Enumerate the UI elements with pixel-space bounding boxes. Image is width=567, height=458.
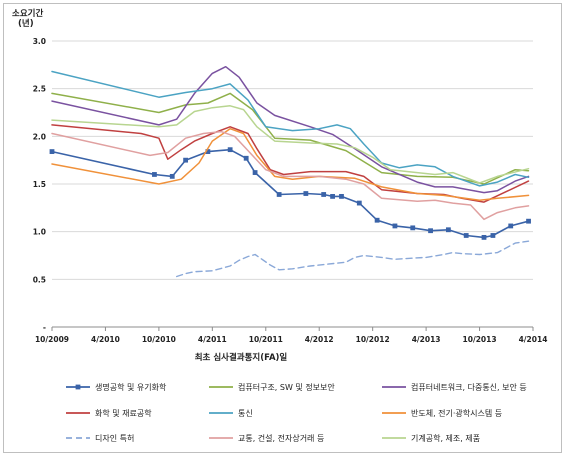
series-line bbox=[51, 92, 530, 185]
data-point bbox=[252, 170, 258, 175]
legend-label: 컴퓨터네트워크, 다중통신, 보안 등 bbox=[411, 382, 527, 392]
data-point bbox=[321, 192, 327, 197]
x-tick-label: 10/2012 bbox=[356, 335, 390, 344]
legend-label: 교통, 건설, 전자상거래 등 bbox=[238, 433, 324, 443]
legend-item: 교통, 건설, 전자상거래 등 bbox=[209, 433, 324, 443]
y-axis-title: 소요기간(년) bbox=[12, 8, 43, 29]
legend-label: 통신 bbox=[238, 409, 253, 418]
legend-label: 생명공학 및 유기화학 bbox=[95, 382, 167, 392]
y-tick-label: 0.5 bbox=[33, 275, 46, 284]
series-2 bbox=[51, 92, 530, 185]
legend-item: 화학 및 재료공학 bbox=[66, 408, 152, 418]
y-tick-label: 1.0 bbox=[33, 228, 46, 237]
series-line bbox=[51, 148, 530, 239]
legend: 생명공학 및 유기화학 컴퓨터구조, SW 및 정보보안 컴퓨터네트워크, 다중통신… bbox=[66, 382, 527, 443]
x-tick-label: 10/2011 bbox=[249, 335, 283, 344]
y-axis-title-line: 소요기간 bbox=[12, 8, 43, 19]
data-point bbox=[205, 149, 211, 154]
data-point bbox=[356, 200, 362, 206]
x-tick-label: 10/2013 bbox=[463, 335, 497, 344]
data-point bbox=[339, 193, 344, 199]
legend-item: 생명공학 및 유기화학 bbox=[66, 382, 167, 392]
axes bbox=[51, 326, 534, 331]
legend-label: 컴퓨터구조, SW 및 정보보안 bbox=[238, 382, 335, 392]
series-line bbox=[51, 105, 530, 184]
data-point bbox=[481, 234, 487, 240]
series-5 bbox=[51, 70, 530, 187]
data-point bbox=[374, 217, 380, 223]
data-point bbox=[276, 192, 282, 197]
y-tick-label: 2.0 bbox=[33, 132, 46, 141]
legend-item: 기계공학, 제조, 제품 bbox=[382, 433, 480, 443]
chart-frame: 소요기간 (년) 3.0 2.5 2.0 1.5 1.0 0.5 - 10/2009 4/201… bbox=[3, 3, 562, 453]
x-tick-labels: 10/2009 4/2010 10/2010 4/2011 10/2011 4/2012 1… bbox=[35, 335, 547, 344]
series-9 bbox=[51, 105, 530, 184]
data-point bbox=[445, 227, 451, 233]
x-tick-label: 4/2013 bbox=[412, 335, 441, 344]
data-point bbox=[303, 191, 309, 196]
legend-label: 기계공학, 제조, 제품 bbox=[411, 433, 480, 443]
legend-label: 디자인 특허 bbox=[95, 433, 134, 443]
data-point bbox=[183, 157, 189, 163]
data-point bbox=[152, 172, 157, 177]
x-axis-title: 최초 심사결과통지(FA)일 bbox=[195, 352, 288, 363]
line-chart: 소요기간(년) 3.0 2.5 2.0 1.5 1.0 0.5 - 10/2009 4/201… bbox=[12, 8, 547, 443]
y-tick-labels: 3.0 2.5 2.0 1.5 1.0 0.5 - bbox=[33, 37, 46, 332]
data-point bbox=[392, 223, 398, 229]
legend-item: 컴퓨터구조, SW 및 정보보안 bbox=[209, 382, 335, 392]
x-tick-label: 4/2011 bbox=[198, 335, 227, 344]
data-point bbox=[330, 193, 335, 199]
series-line bbox=[51, 130, 530, 221]
series-line bbox=[51, 70, 530, 187]
x-tick-label: 4/2010 bbox=[91, 335, 120, 344]
legend-item: 디자인 특허 bbox=[66, 433, 134, 443]
y-tick-label: 1.5 bbox=[33, 180, 46, 189]
data-point bbox=[227, 147, 233, 153]
series-1 bbox=[49, 147, 531, 240]
x-tick-label: 10/2010 bbox=[142, 335, 176, 344]
y-axis-title-line: (년) bbox=[18, 18, 34, 29]
data-point bbox=[490, 233, 496, 238]
series-line bbox=[176, 240, 530, 278]
series-lines bbox=[49, 65, 531, 278]
series-7 bbox=[176, 240, 530, 278]
data-point bbox=[410, 225, 416, 231]
legend-item: 반도체, 전기·광학시스템 등 bbox=[382, 408, 502, 418]
data-point bbox=[508, 223, 514, 229]
series-6 bbox=[51, 127, 530, 201]
gridlines bbox=[52, 40, 533, 280]
x-tick-label: 4/2012 bbox=[305, 335, 334, 344]
y-tick-label: 3.0 bbox=[33, 37, 46, 46]
data-point bbox=[49, 149, 55, 154]
series-8 bbox=[51, 130, 530, 221]
legend-label: 화학 및 재료공학 bbox=[95, 408, 152, 418]
legend-label: 반도체, 전기·광학시스템 등 bbox=[411, 408, 502, 418]
data-point bbox=[526, 218, 531, 224]
data-point bbox=[169, 173, 175, 179]
data-point bbox=[243, 155, 249, 161]
legend-item: 통신 bbox=[209, 409, 253, 418]
series-line bbox=[51, 127, 530, 201]
legend-marker bbox=[75, 384, 81, 390]
y-tick-label: - bbox=[43, 323, 46, 332]
x-tick-label: 4/2014 bbox=[519, 335, 548, 344]
data-point bbox=[428, 228, 433, 234]
legend-item: 컴퓨터네트워크, 다중통신, 보안 등 bbox=[382, 382, 527, 392]
x-tick-label: 10/2009 bbox=[35, 335, 69, 344]
y-tick-label: 2.5 bbox=[33, 85, 46, 94]
data-point bbox=[463, 233, 469, 238]
